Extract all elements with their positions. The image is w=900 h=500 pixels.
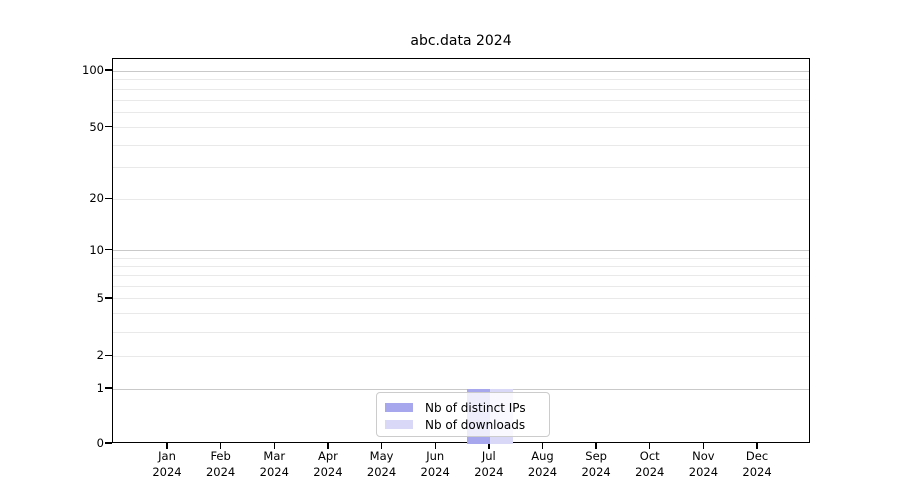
year-label: 2024 [205,464,236,479]
x-tick-label-apr: Apr 2024 [298,449,358,480]
x-tick-mark-dec [756,443,758,449]
gridline-y-7 [113,275,809,277]
chart-title: abc.data 2024 [410,33,512,49]
gridline-y-3 [113,331,809,333]
year-label: 2024 [635,464,665,479]
x-tick-mark-jun [434,443,436,449]
year-label: 2024 [152,464,182,479]
x-tick-label-dec: Dec 2024 [727,449,787,480]
y-tick-label-10: 10 [89,242,104,257]
gridline-y-60 [113,112,809,114]
x-tick-mark-jul [488,443,490,449]
x-tick-mark-apr [327,443,329,449]
gridline-y-6 [113,286,809,288]
gridline-y-1 [113,388,809,390]
gridline-y-20 [113,198,809,200]
x-tick-label-mar: Mar 2024 [244,449,304,480]
y-tick-label-50: 50 [89,119,104,134]
month-label: Nov [692,449,715,463]
x-tick-label-may: May 2024 [352,449,412,480]
gridline-y-100 [113,70,809,72]
y-tick-label-100: 100 [82,63,104,78]
x-tick-mark-feb [219,443,222,449]
year-label: 2024 [259,464,289,479]
x-tick-label-jul: Jul 2024 [459,449,519,480]
gridline-y-90 [113,79,809,81]
month-label: Aug [531,449,554,463]
x-tick-label-feb: Feb 2024 [191,449,251,480]
month-label: Oct [639,449,660,463]
x-tick-mark-sep [595,443,597,449]
x-tick-mark-may [380,443,383,449]
year-label: 2024 [420,464,450,479]
gridline-y-70 [113,99,809,101]
y-tick-mark-50 [105,125,112,128]
gridline-y-80 [113,88,809,90]
gridline-y-50 [113,127,809,129]
month-label: Feb [210,449,231,463]
y-tick-mark-1 [105,387,112,389]
y-tick-label-20: 20 [89,191,104,206]
x-tick-mark-nov [702,443,705,449]
y-tick-label-0: 0 [96,436,104,450]
y-tick-mark-2 [105,354,112,356]
year-label: 2024 [366,464,397,479]
month-label: Jul [481,449,496,463]
gridline-y-8 [113,266,809,268]
x-tick-label-nov: Nov 2024 [673,449,733,480]
x-tick-mark-aug [541,443,544,449]
x-tick-label-jun: Jun 2024 [405,449,465,480]
month-label: Jun [426,449,445,463]
year-label: 2024 [313,464,343,479]
y-tick-label-5: 5 [96,290,104,305]
legend-label-distinct-ips: Nb of distinct IPs [425,400,526,415]
year-label: 2024 [474,464,504,479]
y-tick-mark-20 [105,197,112,199]
legend-item-downloads: Nb of downloads [385,416,541,433]
legend: Nb of distinct IPs Nb of downloads [376,392,550,437]
y-tick-mark-10 [105,248,112,251]
legend-swatch-downloads [385,420,413,429]
month-label: Mar [263,449,286,463]
month-label: May [369,449,394,463]
y-tick-mark-5 [105,297,112,299]
x-tick-mark-jan [166,443,168,449]
plot-area: Nb of distinct IPs Nb of downloads [112,58,810,444]
year-label: 2024 [581,464,611,479]
gridline-y-30 [113,167,809,169]
year-label: 2024 [688,464,719,479]
legend-item-distinct-ips: Nb of distinct IPs [385,399,541,416]
gridline-y-4 [113,313,809,315]
gridline-y-5 [113,298,809,300]
gridline-y-10 [113,250,809,252]
year-label: 2024 [742,464,772,479]
month-label: Sep [585,449,607,463]
month-label: Dec [745,449,769,463]
legend-label-downloads: Nb of downloads [425,417,526,432]
x-tick-label-sep: Sep 2024 [566,449,626,480]
y-tick-label-2: 2 [96,348,104,363]
gridline-y-9 [113,257,809,259]
year-label: 2024 [527,464,558,479]
y-tick-label-1: 1 [96,381,104,395]
y-tick-mark-0 [105,442,112,444]
y-tick-mark-100 [105,69,112,71]
month-label: Apr [317,449,338,463]
gridline-y-40 [113,144,809,146]
month-label: Jan [158,449,176,463]
gridline-y-2 [113,355,809,357]
x-tick-label-jan: Jan 2024 [137,449,197,480]
x-tick-label-aug: Aug 2024 [512,449,572,480]
x-tick-mark-oct [649,443,651,449]
x-tick-label-oct: Oct 2024 [620,449,680,480]
legend-swatch-distinct-ips [385,403,413,412]
x-tick-mark-mar [273,443,275,449]
